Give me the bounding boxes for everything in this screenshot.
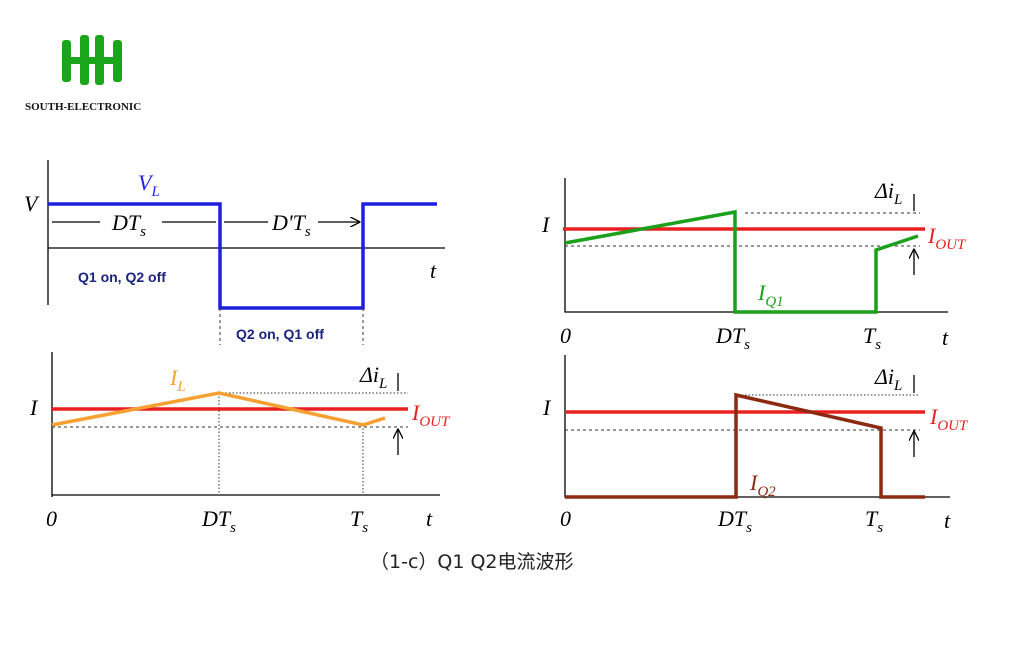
- x-tick-label-main: T: [350, 506, 364, 531]
- ripple-label: ΔiL: [874, 364, 902, 394]
- interval-label: D'Ts: [271, 210, 311, 240]
- axes: [51, 352, 440, 497]
- average-label-main: I: [411, 400, 421, 425]
- y-label: I: [542, 395, 552, 420]
- signal-label-main: V: [138, 170, 154, 195]
- x-tick-label-main: T: [863, 323, 877, 348]
- state-note: Q2 on, Q1 off: [236, 326, 324, 342]
- x-tick-label-sub: s: [746, 520, 752, 536]
- x-label: t: [942, 325, 949, 350]
- axes: [47, 160, 445, 305]
- ripple-label-main: Δi: [874, 364, 894, 389]
- average-label-sub: OUT: [935, 237, 967, 253]
- ripple-label-main: Δi: [874, 178, 894, 203]
- signal-label-sub: L: [150, 184, 159, 200]
- x-tick-label: DTs: [715, 323, 750, 353]
- x-tick-label: Ts: [863, 323, 881, 353]
- origin-label: 0: [560, 506, 571, 531]
- y-label: I: [541, 212, 551, 237]
- average-label: IOUT: [411, 400, 451, 430]
- signal-label: VL: [138, 170, 160, 200]
- x-tick-label-main: DT: [201, 506, 232, 531]
- panel-q2: [564, 355, 950, 499]
- logo-mark: [62, 35, 122, 85]
- ripple-label-sub: L: [378, 376, 387, 392]
- signal-label: IL: [169, 365, 186, 395]
- x-tick-label-sub: s: [362, 520, 368, 536]
- interval-label-main: D'T: [271, 210, 307, 235]
- signal-label: IQ2: [749, 470, 776, 500]
- ripple-label-sub: L: [893, 378, 902, 394]
- x-tick-label: DTs: [201, 506, 236, 536]
- caption: （1-c）Q1 Q2电流波形: [370, 551, 574, 573]
- origin-label: 0: [46, 506, 57, 531]
- guide: [218, 392, 408, 495]
- ripple-label-main: Δi: [359, 362, 379, 387]
- signal-label: IQ1: [757, 280, 784, 310]
- waveform: [564, 209, 919, 314]
- ripple-label-sub: L: [893, 192, 902, 208]
- y-label: V: [24, 191, 40, 216]
- signal-label-main: I: [169, 365, 179, 390]
- average-label: IOUT: [929, 404, 969, 434]
- x-tick-label-main: DT: [715, 323, 746, 348]
- guide: [219, 308, 364, 345]
- signal-label-sub: Q1: [765, 294, 783, 310]
- x-tick-label: Ts: [350, 506, 368, 536]
- interval-label-sub: s: [305, 224, 311, 240]
- waveform: [51, 391, 386, 427]
- average-label-main: I: [929, 404, 939, 429]
- logo-text: SOUTH-ELECTRONIC: [25, 101, 141, 113]
- interval-label-main: DT: [111, 210, 142, 235]
- x-tick-label-main: DT: [717, 506, 748, 531]
- panel-inductor: [51, 352, 440, 497]
- signal-label-main: I: [757, 280, 767, 305]
- x-tick-label-sub: s: [744, 337, 750, 353]
- x-tick-label: Ts: [865, 506, 883, 536]
- average-label-sub: OUT: [419, 414, 451, 430]
- signal-label-sub: Q2: [757, 484, 776, 500]
- signal-label-main: I: [749, 470, 759, 495]
- x-tick-label: DTs: [717, 506, 752, 536]
- ripple-label: ΔiL: [359, 362, 387, 392]
- waveform: [48, 202, 437, 310]
- x-label: t: [944, 508, 951, 533]
- x-tick-label-sub: s: [877, 520, 883, 536]
- y-label: I: [29, 395, 39, 420]
- average-label-main: I: [927, 223, 937, 248]
- x-label: t: [430, 258, 437, 283]
- x-tick-label-main: T: [865, 506, 879, 531]
- panel-q1: [563, 178, 948, 314]
- x-label: t: [426, 506, 433, 531]
- origin-label: 0: [560, 323, 571, 348]
- interval-label: DTs: [111, 210, 146, 240]
- interval-label-sub: s: [140, 224, 146, 240]
- panel-voltage: [47, 160, 445, 345]
- average-label-sub: OUT: [937, 418, 969, 434]
- ripple-label: ΔiL: [874, 178, 902, 208]
- guide: [565, 212, 920, 247]
- average-label: IOUT: [927, 223, 967, 253]
- x-tick-label-sub: s: [230, 520, 236, 536]
- waveform: [565, 392, 925, 499]
- state-note: Q1 on, Q2 off: [78, 269, 166, 285]
- x-tick-label-sub: s: [875, 337, 881, 353]
- signal-label-sub: L: [176, 379, 185, 395]
